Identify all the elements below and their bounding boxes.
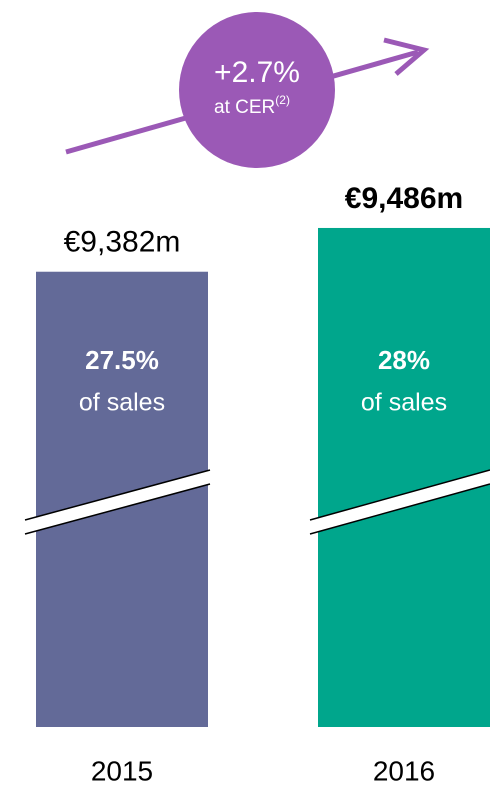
growth-note: at CER(2) bbox=[214, 93, 290, 118]
share-label: 28% bbox=[378, 345, 430, 375]
share-note: of sales bbox=[79, 389, 165, 417]
break-line bbox=[24, 483, 211, 535]
x-tick-label: 2016 bbox=[373, 755, 435, 786]
value-label: €9,486m bbox=[345, 182, 463, 215]
break-line bbox=[309, 469, 490, 521]
bars: €9,382m 27.5% of sales €9,486m 28% of sales bbox=[36, 182, 490, 727]
break-band bbox=[310, 470, 490, 534]
share-label: 27.5% bbox=[85, 345, 159, 375]
axis-breaks bbox=[24, 469, 490, 535]
growth-bubble bbox=[179, 12, 335, 168]
x-tick-label: 2015 bbox=[91, 755, 153, 786]
break-line bbox=[24, 469, 211, 521]
growth-note-sup: (2) bbox=[275, 93, 290, 107]
break-line bbox=[309, 483, 490, 535]
value-label: €9,382m bbox=[64, 226, 181, 259]
break-band bbox=[25, 470, 210, 534]
growth-label: +2.7% bbox=[214, 56, 300, 89]
share-note: of sales bbox=[361, 389, 447, 417]
growth-note-text: at CER bbox=[214, 97, 275, 118]
arrow-head bbox=[383, 37, 430, 76]
